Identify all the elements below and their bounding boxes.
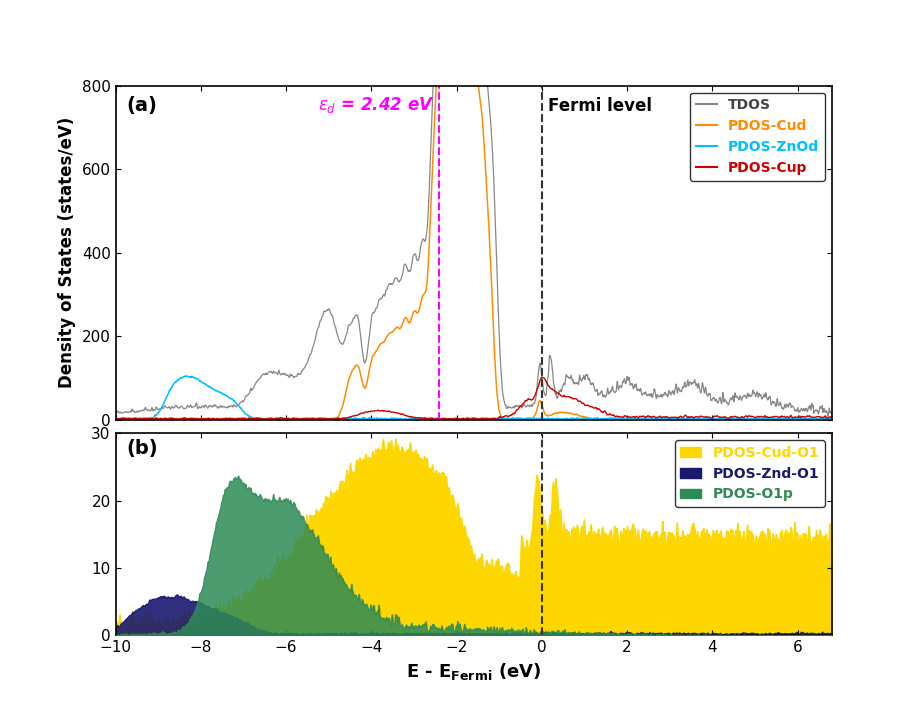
PDOS-Cud — [384, 329, 395, 338]
PDOS-ZnOd — [192, 374, 203, 383]
Line: PDOS-Cup: PDOS-Cup — [116, 377, 832, 419]
PDOS-Cup — [736, 413, 747, 422]
Legend: PDOS-Cud-O1, PDOS-Znd-O1, PDOS-O1p: PDOS-Cud-O1, PDOS-Znd-O1, PDOS-O1p — [675, 440, 824, 507]
Y-axis label: Density of States (states/eV): Density of States (states/eV) — [58, 117, 76, 388]
TDOS — [826, 410, 837, 418]
PDOS-ZnOd — [110, 415, 121, 423]
Line: PDOS-ZnOd: PDOS-ZnOd — [116, 376, 832, 419]
PDOS-ZnOd — [235, 403, 246, 411]
PDOS-Cud — [812, 415, 823, 423]
Text: Fermi level: Fermi level — [548, 97, 652, 115]
Text: (b): (b) — [127, 439, 158, 458]
Text: $\varepsilon_d$ = 2.42 eV: $\varepsilon_d$ = 2.42 eV — [318, 95, 434, 115]
PDOS-ZnOd — [384, 414, 395, 423]
PDOS-ZnOd — [416, 414, 427, 423]
X-axis label: E - E$_{\mathbf{Fermi}}$ (eV): E - E$_{\mathbf{Fermi}}$ (eV) — [406, 661, 541, 682]
PDOS-Cup — [812, 412, 823, 421]
PDOS-ZnOd — [456, 415, 468, 423]
PDOS-Cup — [416, 414, 427, 423]
PDOS-Cud — [191, 415, 202, 423]
PDOS-Cud — [636, 415, 647, 423]
PDOS-ZnOd — [826, 414, 837, 423]
TDOS — [384, 280, 395, 288]
TDOS — [736, 393, 747, 401]
TDOS — [812, 408, 823, 416]
PDOS-Cup — [110, 415, 121, 423]
PDOS-Cud — [110, 415, 121, 423]
PDOS-Cup — [191, 414, 202, 423]
PDOS-Cup — [537, 373, 548, 381]
PDOS-Cup — [384, 408, 395, 416]
PDOS-ZnOd — [736, 414, 747, 423]
PDOS-Cup — [826, 413, 837, 422]
TDOS — [110, 413, 121, 421]
PDOS-ZnOd — [812, 415, 823, 423]
Text: (a): (a) — [127, 96, 157, 115]
PDOS-Cud — [736, 414, 747, 423]
Line: TDOS: TDOS — [116, 0, 832, 417]
Legend: TDOS, PDOS-Cud, PDOS-ZnOd, PDOS-Cup: TDOS, PDOS-Cud, PDOS-ZnOd, PDOS-Cup — [690, 93, 824, 181]
PDOS-ZnOd — [180, 372, 191, 381]
PDOS-Cud — [416, 296, 427, 305]
PDOS-Cud — [826, 414, 837, 423]
Line: PDOS-Cud: PDOS-Cud — [116, 0, 832, 419]
PDOS-Cup — [214, 415, 225, 423]
TDOS — [416, 240, 427, 248]
TDOS — [234, 399, 245, 408]
PDOS-Cup — [235, 415, 246, 423]
TDOS — [191, 402, 202, 411]
PDOS-Cud — [234, 414, 245, 423]
